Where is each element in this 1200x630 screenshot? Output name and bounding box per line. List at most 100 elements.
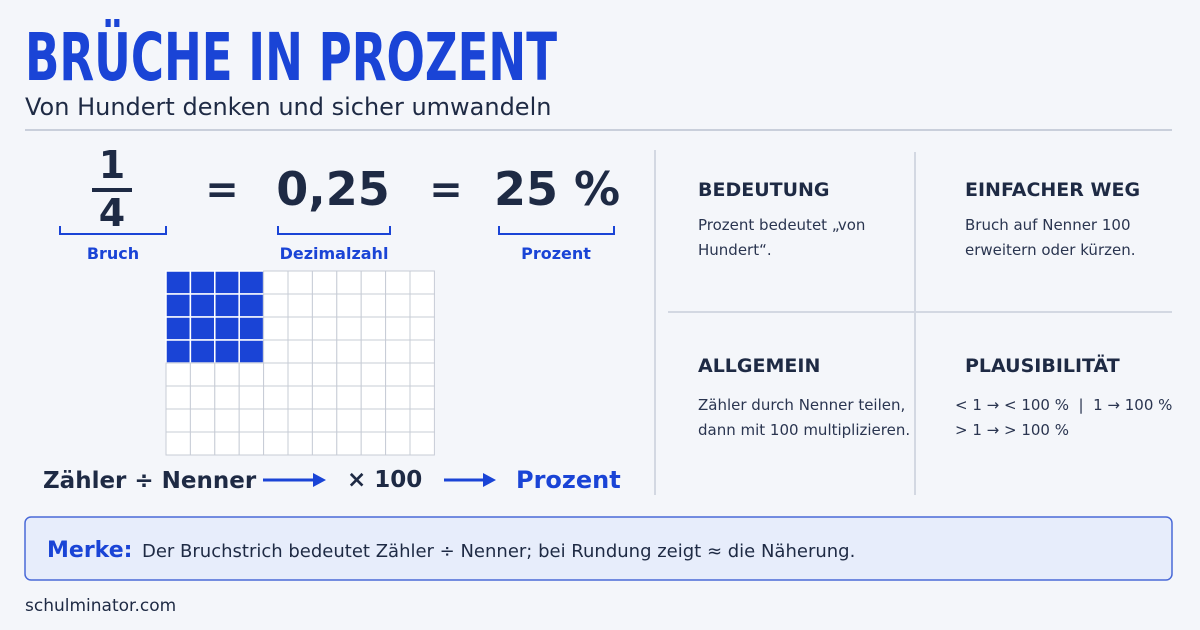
grid-cell bbox=[214, 270, 240, 295]
grid-cell bbox=[287, 385, 313, 410]
brace bbox=[277, 226, 391, 235]
grid-cell bbox=[385, 362, 411, 387]
grid-cell bbox=[263, 408, 289, 433]
note-text: Der Bruchstrich bedeutet Zähler ÷ Nenner… bbox=[142, 541, 855, 562]
grid-cell bbox=[360, 293, 387, 318]
brace bbox=[498, 226, 615, 235]
grid-cell bbox=[214, 293, 240, 318]
grid-cell bbox=[214, 316, 240, 341]
grid-cell bbox=[311, 270, 338, 295]
grid-cell bbox=[311, 362, 338, 387]
grid-cell bbox=[336, 316, 362, 341]
arrowhead bbox=[483, 473, 496, 487]
grid-cell bbox=[336, 270, 362, 295]
grid-cell bbox=[165, 293, 192, 318]
grid-cell bbox=[360, 339, 387, 364]
grid-cell bbox=[385, 408, 411, 433]
arrows bbox=[263, 473, 496, 487]
label: Bruch bbox=[87, 244, 139, 263]
footer: schulminator.com bbox=[25, 596, 176, 616]
grid-cell bbox=[189, 293, 216, 318]
grid-cell bbox=[214, 408, 240, 433]
numerator: 1 bbox=[99, 143, 125, 187]
grid-cell bbox=[165, 385, 191, 410]
grid-cell bbox=[409, 431, 435, 456]
grid-cell bbox=[238, 362, 265, 387]
note-box bbox=[24, 516, 1173, 581]
grid-cell bbox=[165, 362, 191, 387]
card-text: Prozent bedeutet „von bbox=[698, 216, 865, 234]
grid-cell bbox=[287, 408, 313, 433]
grid-cell bbox=[263, 316, 289, 341]
grid-cell bbox=[263, 362, 289, 387]
grid-cell bbox=[385, 316, 411, 341]
grid-cell bbox=[311, 385, 338, 410]
note-label: Merke: bbox=[47, 538, 132, 563]
grid-cell bbox=[263, 431, 289, 456]
title: BRÜCHE IN PROZENT bbox=[25, 19, 557, 96]
grid-cell bbox=[189, 362, 216, 387]
denominator: 4 bbox=[99, 191, 125, 235]
grid-cell bbox=[238, 316, 265, 341]
card-text: erweitern oder kürzen. bbox=[965, 241, 1136, 259]
grid-cell bbox=[189, 431, 216, 456]
grid-cell bbox=[263, 270, 289, 295]
grid-cell bbox=[360, 385, 387, 410]
grid-cell bbox=[360, 316, 387, 341]
grid-cell bbox=[385, 431, 411, 456]
grid-cell bbox=[238, 293, 265, 318]
grid-cell bbox=[165, 270, 192, 295]
grid-cell bbox=[360, 408, 387, 433]
grid-cell bbox=[189, 339, 216, 364]
grid-cell bbox=[287, 362, 313, 387]
label: Prozent bbox=[521, 244, 591, 263]
grid-cell bbox=[360, 270, 387, 295]
grid-cell bbox=[336, 431, 362, 456]
grid-cell bbox=[409, 408, 435, 433]
grid-cell bbox=[263, 385, 289, 410]
grid-cell bbox=[189, 270, 216, 295]
grid-cell bbox=[165, 339, 192, 364]
card-text: Bruch auf Nenner 100 bbox=[965, 216, 1131, 234]
grid-cell bbox=[189, 408, 216, 433]
grid-cell bbox=[409, 362, 435, 387]
grid-cell bbox=[238, 339, 265, 364]
formula-step: × 100 bbox=[347, 467, 422, 493]
grid-cell bbox=[287, 293, 313, 318]
grid-cell bbox=[311, 408, 338, 433]
braces bbox=[59, 226, 615, 235]
card-text: > 1 → > 100 % bbox=[955, 421, 1069, 439]
decimal: 0,25 bbox=[276, 162, 390, 216]
grid-cell bbox=[287, 270, 313, 295]
equals: = bbox=[429, 167, 463, 213]
grid-cell bbox=[336, 385, 362, 410]
grid-cell bbox=[189, 385, 216, 410]
label: Dezimalzahl bbox=[280, 244, 389, 263]
grid-cell bbox=[336, 339, 362, 364]
card-text: < 1 → < 100 % | 1 → 100 % bbox=[955, 396, 1172, 414]
arrowhead bbox=[313, 473, 326, 487]
grid-cell bbox=[336, 408, 362, 433]
grid-cell bbox=[238, 408, 265, 433]
grid-cell bbox=[385, 270, 411, 295]
equals: = bbox=[205, 167, 239, 213]
grid-cell bbox=[287, 316, 313, 341]
grid-cell bbox=[409, 270, 435, 295]
grid-cell bbox=[385, 339, 411, 364]
grid-cell bbox=[385, 385, 411, 410]
grid-cell bbox=[311, 316, 338, 341]
card-heading: ALLGEMEIN bbox=[698, 355, 820, 377]
grid-cell bbox=[165, 431, 191, 456]
grid-cell bbox=[311, 293, 338, 318]
brace bbox=[59, 226, 167, 235]
grid-cell bbox=[409, 385, 435, 410]
grid-cell bbox=[214, 385, 240, 410]
grid-cell bbox=[311, 431, 338, 456]
card-text: Hundert“. bbox=[698, 241, 772, 259]
card-heading: EINFACHER WEG bbox=[965, 179, 1140, 201]
card-heading: PLAUSIBILITÄT bbox=[965, 353, 1120, 377]
grid-cell bbox=[165, 316, 192, 341]
grid-cell bbox=[409, 339, 435, 364]
grid-cell bbox=[360, 362, 387, 387]
